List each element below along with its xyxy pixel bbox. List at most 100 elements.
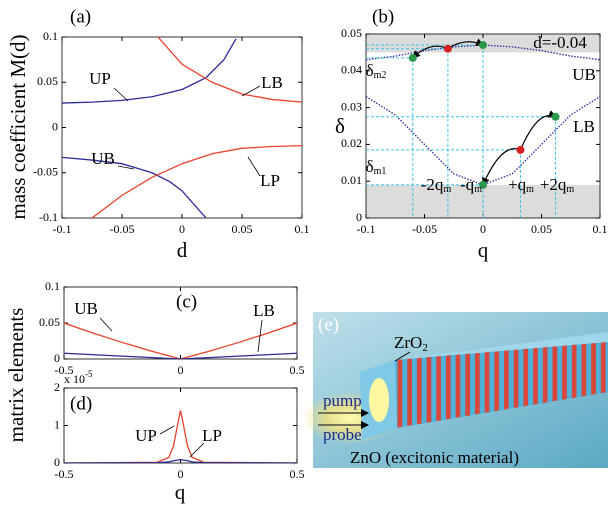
front-spot [369,378,389,422]
panel-label: (d) [70,393,92,414]
stripe [436,356,441,422]
panel-label: (a) [70,6,91,27]
series-label: UP [135,426,157,445]
y-tick-label: -0.1 [39,210,58,224]
stripe [533,347,538,405]
annotation-text: δ [366,157,374,176]
layer-label: ZrO2 [394,333,428,354]
label-pointer [117,165,135,170]
annotation-text: -q [460,175,475,194]
y-tick-label: 0.05 [341,26,362,40]
panel-label: (e) [318,314,339,335]
label-pointer [159,425,175,435]
y-tick-label: 0 [54,351,60,365]
annotation-sub: m [443,184,451,195]
series-line [366,96,600,186]
annotation-text: d=-0.04 [533,33,587,52]
series-label: LB [573,117,595,136]
x-axis-label: q [478,238,489,262]
x-tick-label: 0 [178,363,184,377]
transition-arrow [519,110,557,151]
x-tick-label: 0 [179,222,185,236]
stripe [600,342,606,394]
y-tick-label: 0.1 [45,279,60,293]
annotation-sub: m2 [374,70,387,81]
y-multiplier-base: x 10 [64,372,85,386]
stripe [523,348,529,407]
x-tick-label: 0.05 [232,222,253,236]
annotation-sub: m [526,184,534,195]
series-line [91,144,302,218]
x-tick-label: 0.1 [295,222,310,236]
annotation-text: +2q [540,175,567,194]
stripe [494,351,500,412]
x-tick-label: 0.1 [593,222,608,236]
series-line [64,458,297,463]
y-tick-label: 0.02 [341,136,362,150]
series-label: LP [202,426,222,445]
series-line [62,38,237,104]
label-pointer [247,156,261,177]
label-pointer [99,317,113,332]
x-axis-label: d [177,238,188,262]
stripe [397,359,403,428]
series-line [64,410,297,463]
x-tick-label: 0.05 [531,222,552,236]
annotation-text: -2q [421,175,444,194]
series-label: UB [91,149,115,168]
panel-label: (c) [176,291,197,312]
annotation: -2qm [421,175,452,195]
pump-label: pump [323,391,362,410]
y-tick-label: 0.05 [37,74,58,88]
label-pointer [241,85,261,97]
series-line [62,156,207,218]
series-label: LB [261,73,283,92]
stripe [465,353,471,417]
stripe [455,354,461,418]
series-label: LP [260,171,280,190]
label-pointer [189,442,205,458]
annotation: δm1 [366,157,387,177]
stripe [484,352,490,413]
plot-frame [63,387,298,464]
annotation: +2qm [540,175,575,195]
annotation: -qm [460,175,482,195]
stripe [513,349,519,408]
y-tick-label: 2 [54,380,60,394]
series-line [64,352,297,359]
annotation-sub: m [474,184,482,195]
y-multiplier-exp: -5 [85,369,93,379]
series-label: UB [572,65,596,84]
x-tick-label: -0.1 [53,222,72,236]
stripe [591,343,596,395]
stripe [562,345,567,400]
annotation-sub: m [566,184,574,195]
stripe [475,352,480,415]
y-tick-label: 0 [356,210,362,224]
y-tick-label: 1 [54,417,60,431]
stripe [426,356,432,423]
x-tick-label: -0.5 [55,467,74,481]
y-multiplier: x 10-5 [64,369,93,386]
y-axis-label: matrix elements [4,308,28,443]
annotation-text: +q [508,175,527,194]
x-tick-label: -0.1 [357,222,376,236]
stripe [581,343,587,397]
series-label: UB [74,299,98,318]
label-pointer [113,87,129,102]
stripe [542,347,548,404]
y-axis-label: δ [335,114,345,138]
y-tick-label: 0.03 [341,99,362,113]
state-marker [479,180,487,189]
annotation: d=-0.04 [533,33,587,52]
state-marker [516,145,525,154]
y-tick-label: 0.01 [341,173,362,187]
y-tick-label: -0.05 [33,165,58,179]
series-line [157,37,302,103]
annotation-sub: m1 [374,166,387,177]
panel-label: (b) [372,6,394,27]
stripe [504,350,509,410]
layer-text: ZrO [394,333,422,352]
x-tick-label: -0.5 [55,363,74,377]
probe-label: probe [323,425,362,444]
